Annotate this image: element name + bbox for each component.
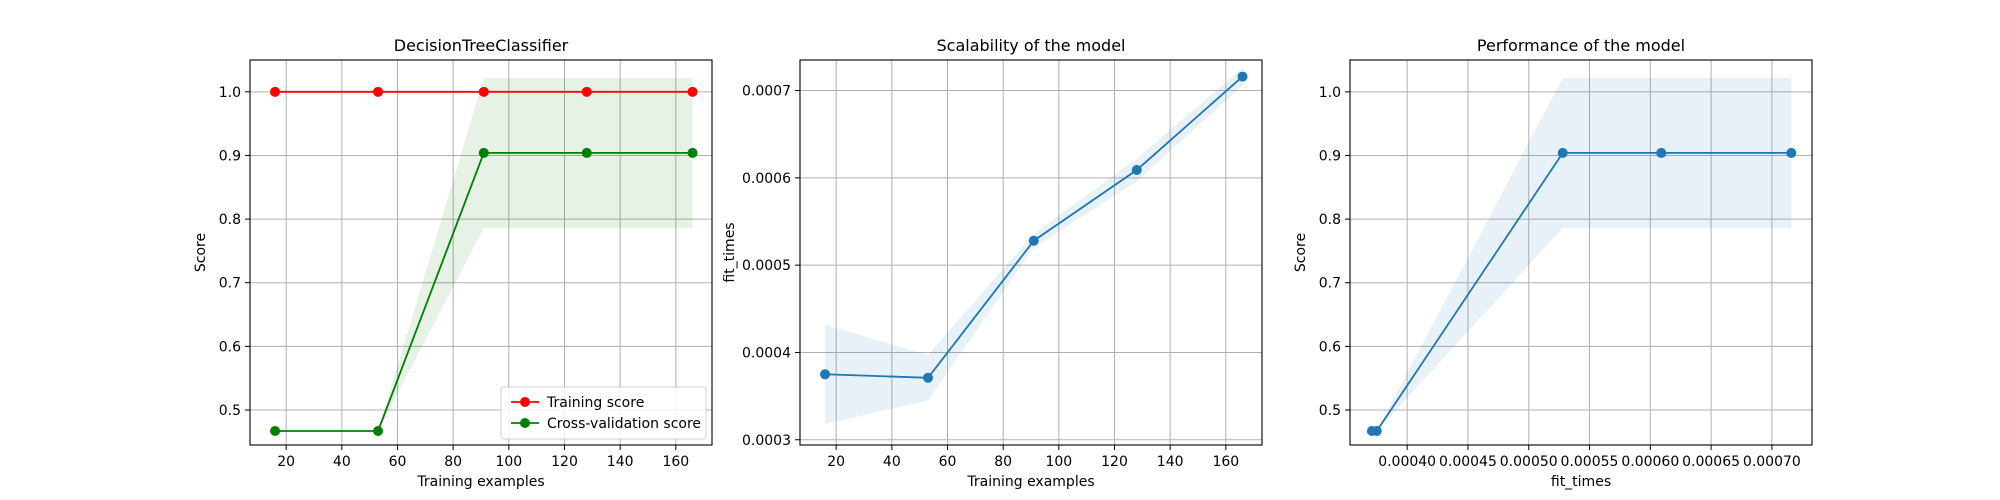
data-point <box>1371 426 1382 436</box>
data-point <box>478 86 489 97</box>
legend-marker <box>520 397 530 407</box>
confidence-band <box>825 67 1243 425</box>
x-axis-label: Training examples <box>416 474 544 490</box>
data-point <box>820 369 831 380</box>
x-tick-label: 80 <box>444 454 462 470</box>
x-axis-label: Training examples <box>966 474 1094 490</box>
chart-title: Scalability of the model <box>937 36 1126 55</box>
x-tick-label: 0.00050 <box>1500 454 1558 470</box>
x-tick-label: 100 <box>495 454 522 470</box>
axes-frame <box>799 59 1263 446</box>
x-tick-label: 40 <box>883 454 901 470</box>
x-tick-label: 0.00040 <box>1378 454 1436 470</box>
legend: Training score Cross-validation score <box>500 386 707 440</box>
y-tick-label: 0.5 <box>1319 403 1341 419</box>
data-point <box>923 372 934 383</box>
y-axis-label: Score <box>1293 233 1309 272</box>
data-point <box>1656 147 1667 158</box>
y-tick-label: 0.0004 <box>742 345 791 361</box>
y-tick-label: 0.8 <box>1319 212 1341 228</box>
legend-box <box>500 386 707 440</box>
y-tick-label: 1.0 <box>219 85 241 101</box>
chart-panel-2: 20 40 60 80 100 120 140 160 0.0003 0.0004 0.0005 0.… <box>722 36 1263 490</box>
data-point <box>581 147 592 158</box>
y-tick-label: 0.7 <box>1319 276 1341 292</box>
data-point <box>270 86 281 97</box>
y-tick-label: 0.6 <box>1319 339 1341 355</box>
chart-panel-3: 0.00040 0.00045 0.00050 0.00055 0.00060 0.000… <box>1293 36 1813 490</box>
x-tick-label: 0.00070 <box>1743 454 1801 470</box>
x-tick-label: 100 <box>1045 454 1072 470</box>
x-tick-label: 140 <box>1157 454 1184 470</box>
y-tick-label: 0.8 <box>219 212 241 228</box>
x-tick-label: 60 <box>939 454 957 470</box>
y-tick-label: 1.0 <box>1319 85 1341 101</box>
chart-title: DecisionTreeClassifier <box>394 36 569 55</box>
y-tick-label: 0.0005 <box>742 258 791 274</box>
data-point <box>478 147 489 158</box>
y-axis-label: fit_times <box>722 222 738 282</box>
x-tick-label: 20 <box>827 454 845 470</box>
y-axis-label: Score <box>193 233 209 272</box>
data-point <box>581 86 592 97</box>
data-point <box>687 86 698 97</box>
y-tick-label: 0.7 <box>219 276 241 292</box>
axes-frame <box>1349 59 1813 446</box>
x-tick-label: 160 <box>662 454 689 470</box>
legend-marker <box>520 418 530 428</box>
axes-frame <box>249 59 713 446</box>
chart-panel-1: 20 40 60 80 100 120 140 160 0.5 0.6 0.7 0.8 0.9 1.0 De… <box>193 36 713 490</box>
x-tick-label: 120 <box>551 454 578 470</box>
x-tick-label: 160 <box>1212 454 1239 470</box>
y-tick-label: 0.5 <box>219 403 241 419</box>
chart-title: Performance of the model <box>1477 36 1685 55</box>
x-tick-label: 0.00065 <box>1682 454 1740 470</box>
data-point <box>1557 147 1568 158</box>
data-point <box>1237 71 1248 82</box>
x-tick-label: 0.00055 <box>1561 454 1619 470</box>
x-tick-label: 60 <box>389 454 407 470</box>
data-point <box>1028 235 1039 246</box>
data-point <box>373 86 384 97</box>
y-tick-label: 0.9 <box>219 148 241 164</box>
data-point <box>1786 147 1797 158</box>
y-tick-label: 0.0007 <box>742 84 791 100</box>
x-tick-label: 80 <box>994 454 1012 470</box>
y-tick-label: 0.0006 <box>742 171 791 187</box>
confidence-band <box>275 77 693 432</box>
x-tick-label: 0.00045 <box>1439 454 1497 470</box>
legend-label: Cross-validation score <box>547 416 701 432</box>
data-point <box>373 426 384 436</box>
confidence-band <box>1371 77 1792 432</box>
y-tick-label: 0.0003 <box>742 433 791 449</box>
x-tick-label: 20 <box>277 454 295 470</box>
data-point <box>687 147 698 158</box>
data-point <box>270 426 281 436</box>
y-tick-label: 0.9 <box>1319 148 1341 164</box>
y-tick-label: 0.6 <box>219 339 241 355</box>
x-tick-label: 140 <box>607 454 634 470</box>
data-point <box>1131 165 1142 175</box>
x-axis-label: fit_times <box>1551 474 1611 490</box>
x-tick-label: 40 <box>333 454 351 470</box>
legend-label: Training score <box>546 395 644 411</box>
x-tick-label: 120 <box>1101 454 1128 470</box>
x-tick-label: 0.00060 <box>1621 454 1679 470</box>
